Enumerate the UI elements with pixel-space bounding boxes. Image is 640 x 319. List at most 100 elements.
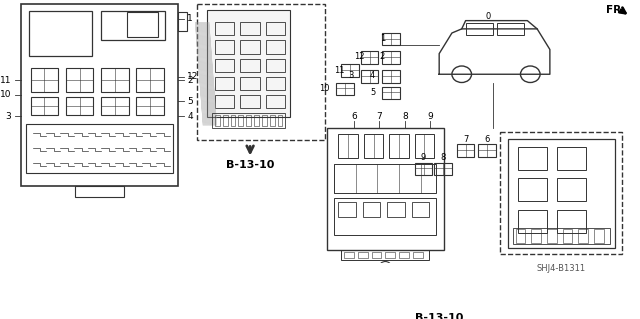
- Bar: [334, 164, 436, 193]
- Bar: [466, 23, 493, 35]
- Bar: [361, 70, 378, 83]
- Bar: [101, 69, 129, 92]
- Text: 10: 10: [0, 90, 11, 100]
- Text: B-13-10: B-13-10: [415, 313, 463, 319]
- Bar: [326, 128, 444, 250]
- Text: 4: 4: [188, 112, 193, 121]
- Bar: [557, 178, 586, 201]
- Text: 11: 11: [0, 76, 11, 85]
- Bar: [435, 162, 452, 175]
- Bar: [382, 33, 400, 45]
- Text: 5: 5: [188, 97, 193, 106]
- Bar: [500, 132, 622, 254]
- Bar: [240, 77, 260, 90]
- Bar: [223, 115, 228, 126]
- Text: B-13-10: B-13-10: [226, 160, 275, 170]
- Bar: [531, 229, 541, 242]
- Text: 5: 5: [370, 88, 375, 97]
- Bar: [382, 87, 400, 99]
- Bar: [66, 69, 93, 92]
- Bar: [266, 77, 285, 90]
- Bar: [478, 145, 496, 157]
- Bar: [508, 138, 614, 248]
- Bar: [127, 12, 158, 37]
- Text: 1: 1: [380, 34, 385, 43]
- Bar: [344, 252, 354, 258]
- Text: 6: 6: [484, 135, 490, 144]
- Bar: [266, 41, 285, 54]
- Bar: [31, 97, 58, 115]
- Text: 11: 11: [334, 66, 344, 75]
- Bar: [136, 69, 164, 92]
- Bar: [339, 135, 358, 158]
- Bar: [212, 113, 285, 128]
- Bar: [387, 202, 405, 217]
- Bar: [389, 135, 409, 158]
- Bar: [215, 22, 234, 35]
- Bar: [215, 115, 220, 126]
- Bar: [594, 229, 604, 242]
- Bar: [215, 59, 234, 72]
- Text: 3: 3: [348, 71, 354, 80]
- Text: 1: 1: [188, 14, 193, 24]
- Text: 9: 9: [428, 112, 433, 121]
- Bar: [29, 11, 92, 56]
- Text: 7: 7: [463, 135, 468, 144]
- Bar: [21, 4, 178, 186]
- Text: SHJ4-B1311: SHJ4-B1311: [536, 264, 585, 273]
- Bar: [513, 228, 610, 244]
- Bar: [197, 4, 324, 140]
- Bar: [101, 11, 165, 40]
- Bar: [246, 115, 251, 126]
- Bar: [240, 95, 260, 108]
- Bar: [412, 202, 429, 217]
- Bar: [518, 178, 547, 201]
- Bar: [240, 59, 260, 72]
- Bar: [269, 115, 275, 126]
- Bar: [339, 202, 356, 217]
- Bar: [266, 95, 285, 108]
- Bar: [101, 97, 129, 115]
- Text: 2: 2: [380, 52, 385, 62]
- Bar: [240, 22, 260, 35]
- Bar: [334, 198, 436, 235]
- Bar: [178, 12, 188, 31]
- Bar: [238, 115, 243, 126]
- Bar: [240, 41, 260, 54]
- Bar: [215, 95, 234, 108]
- Bar: [557, 210, 586, 233]
- Text: 8: 8: [440, 153, 446, 162]
- Text: 12: 12: [354, 52, 364, 62]
- Bar: [337, 83, 354, 95]
- Text: 9: 9: [421, 153, 426, 162]
- Bar: [497, 23, 524, 35]
- Bar: [457, 145, 474, 157]
- Bar: [563, 229, 572, 242]
- Text: 6: 6: [351, 112, 357, 121]
- Bar: [516, 229, 525, 242]
- Bar: [66, 97, 93, 115]
- Text: 7: 7: [376, 112, 382, 121]
- Bar: [363, 202, 380, 217]
- Bar: [266, 22, 285, 35]
- Bar: [75, 186, 124, 197]
- Bar: [382, 70, 400, 83]
- Text: 4: 4: [370, 71, 375, 80]
- Bar: [215, 41, 234, 54]
- Bar: [415, 135, 435, 158]
- Bar: [136, 97, 164, 115]
- Bar: [579, 229, 588, 242]
- Text: 8: 8: [402, 112, 408, 121]
- Bar: [230, 115, 236, 126]
- Bar: [266, 59, 285, 72]
- Bar: [361, 51, 378, 63]
- Bar: [364, 135, 383, 158]
- Bar: [215, 77, 234, 90]
- Bar: [207, 10, 291, 117]
- Bar: [372, 252, 381, 258]
- Bar: [262, 115, 267, 126]
- Bar: [26, 124, 173, 173]
- Text: 12: 12: [188, 72, 199, 81]
- Bar: [341, 64, 359, 77]
- Bar: [341, 250, 429, 260]
